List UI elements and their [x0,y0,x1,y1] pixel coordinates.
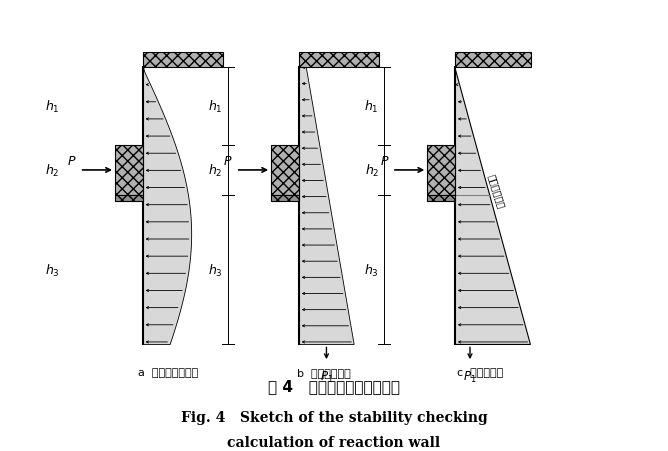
Text: $h_3$: $h_3$ [45,262,59,278]
Text: $P_1$: $P_1$ [320,369,333,384]
Polygon shape [455,68,530,345]
Text: $h_3$: $h_3$ [208,262,223,278]
Bar [427,195,455,202]
Bar [271,195,299,202]
Text: Fig. 4   Sketch of the stability checking: Fig. 4 Sketch of the stability checking [180,410,488,424]
Text: $h_2$: $h_2$ [45,162,59,179]
Text: $h_1$: $h_1$ [365,99,379,115]
Bar [115,146,142,195]
Text: $h_2$: $h_2$ [208,162,223,179]
Bar [455,53,532,68]
Text: a  后背墙土体荷载: a 后背墙土体荷载 [138,368,198,377]
Text: $P$: $P$ [67,155,77,168]
Text: $h_3$: $h_3$ [364,262,379,278]
Bar [271,146,299,195]
Polygon shape [299,68,354,345]
Text: $P_1$: $P_1$ [463,369,477,384]
Bar [115,195,142,202]
Text: calculation of reaction wall: calculation of reaction wall [227,435,441,449]
Text: $h_2$: $h_2$ [365,162,379,179]
Text: 被动土压力线: 被动土压力线 [486,173,506,210]
Text: $P$: $P$ [379,155,389,168]
Bar [299,53,379,68]
Text: 图 4   后背墙稳定性验算示意: 图 4 后背墙稳定性验算示意 [268,378,400,393]
Polygon shape [142,68,192,345]
Bar [427,146,455,195]
Text: $h_1$: $h_1$ [208,99,223,115]
Text: b  简化梯形力系: b 简化梯形力系 [297,368,351,377]
Text: $h_1$: $h_1$ [45,99,59,115]
Text: $P$: $P$ [224,155,233,168]
Bar [142,53,223,68]
Text: c  被动土压力: c 被动土压力 [457,368,503,377]
